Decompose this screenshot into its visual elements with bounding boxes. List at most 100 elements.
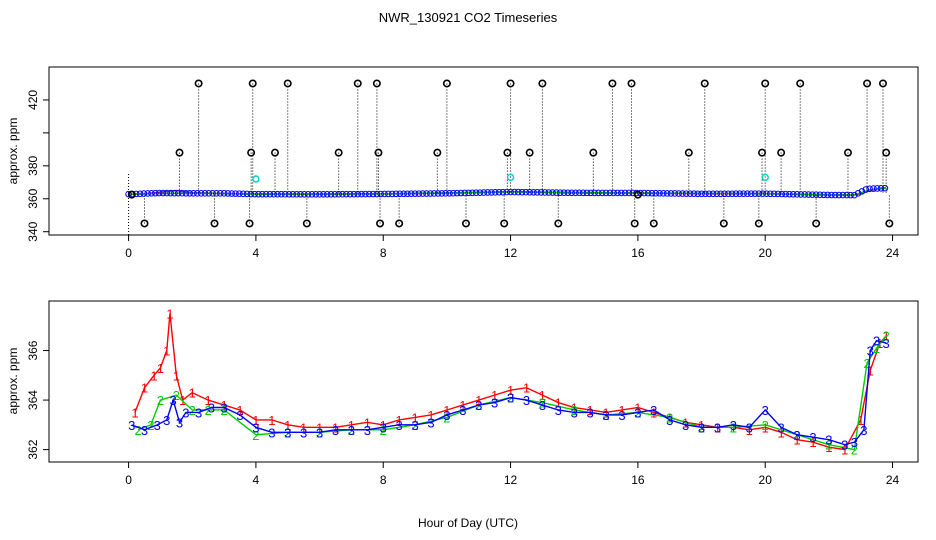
top-blue-point [809, 191, 816, 198]
top-blue-point [365, 190, 373, 198]
top-blue-point [354, 190, 362, 198]
top-outlier-point [589, 148, 598, 157]
top-blue-point [155, 189, 163, 197]
top-outlier-point [761, 79, 770, 88]
top-blue-point [744, 190, 751, 198]
top-blue-point [530, 189, 537, 196]
top-outlier-point [777, 148, 786, 157]
bottom-point-2: 2 [189, 403, 196, 418]
top-blue-point [774, 190, 782, 198]
top-blue-point [407, 190, 415, 197]
bottom-point-3: 3 [220, 401, 227, 416]
top-blue-point [331, 190, 339, 198]
bottom-point-3: 3 [411, 418, 418, 433]
top-blue-point [614, 189, 621, 197]
bottom-point-1: 1 [300, 420, 307, 435]
top-blue-point [438, 190, 446, 197]
bottom-point-1: 1 [284, 418, 291, 433]
top-x-tick-label: 24 [886, 246, 900, 260]
bottom-point-1: 1 [867, 363, 874, 378]
top-blue-point [682, 190, 690, 197]
bottom-x-tick-label: 4 [253, 473, 260, 487]
bottom-point-3: 3 [182, 405, 189, 420]
top-blue-point [404, 190, 411, 198]
top-outlier-point [127, 190, 136, 199]
top-blue-point [201, 190, 209, 197]
top-outlier-point [372, 79, 381, 88]
bottom-point-1: 1 [825, 440, 832, 455]
top-outlier-point [700, 79, 709, 88]
top-outlier-point [649, 219, 658, 228]
bottom-point-3: 3 [170, 393, 177, 408]
top-blue-point [656, 189, 663, 197]
top-blue-point [786, 190, 793, 198]
bottom-point-3: 3 [778, 420, 785, 435]
bottom-series-line-1 [134, 313, 887, 451]
top-blue-point [717, 190, 724, 198]
bottom-point-3: 3 [128, 418, 135, 433]
bottom-point-3: 3 [491, 396, 498, 411]
bottom-point-3: 3 [618, 408, 625, 423]
bottom-point-1: 1 [523, 381, 530, 396]
top-y-tick-label: 380 [26, 155, 40, 175]
bottom-point-2: 2 [443, 410, 450, 425]
bottom-point-3: 3 [714, 420, 721, 435]
top-outlier-point [684, 148, 693, 157]
top-blue-point [610, 189, 617, 197]
top-blue-point [430, 190, 438, 197]
top-blue-point [427, 190, 434, 197]
bottom-point-2: 2 [252, 428, 259, 443]
bottom-point-3: 3 [809, 430, 816, 445]
top-blue-point [216, 190, 224, 197]
bottom-plot-frame [48, 300, 919, 463]
bottom-point-3: 3 [523, 393, 530, 408]
top-blue-point [362, 190, 369, 198]
top-blue-point [568, 189, 575, 197]
bottom-point-3: 3 [141, 423, 148, 438]
top-y-axis-label: approx. ppm [6, 118, 20, 185]
bottom-point-2: 2 [571, 403, 578, 418]
top-blue-point [690, 190, 698, 198]
top-outlier-point [140, 219, 149, 228]
top-blue-point [339, 190, 346, 198]
top-blue-point [178, 189, 186, 197]
bottom-point-1: 1 [131, 405, 138, 420]
top-blue-point [251, 190, 258, 198]
bottom-point-3: 3 [154, 418, 161, 433]
bottom-point-3: 3 [825, 433, 832, 448]
top-outlier-point [812, 219, 821, 228]
top-blue-point [304, 190, 312, 198]
bottom-point-1: 1 [205, 393, 212, 408]
top-blue-point [587, 189, 595, 197]
top-blue-point [644, 189, 652, 197]
top-blue-point [514, 188, 522, 196]
top-blue-point [545, 189, 553, 196]
top-outlier-point [353, 79, 362, 88]
top-blue-point [812, 191, 820, 199]
top-blue-point [148, 190, 155, 197]
top-outlier-point [302, 219, 311, 228]
bottom-point-1: 1 [316, 420, 323, 435]
top-blue-point [652, 189, 660, 197]
top-blue-point [851, 191, 858, 199]
top-outlier-point [627, 79, 636, 88]
top-blue-point [778, 190, 786, 198]
bottom-point-3: 3 [380, 420, 387, 435]
top-outlier-point [461, 219, 470, 228]
top-blue-point [228, 190, 236, 197]
top-blue-point [262, 190, 270, 198]
bottom-point-3: 3 [176, 415, 183, 430]
top-blue-point [293, 190, 300, 198]
top-outlier-point [500, 219, 509, 228]
top-outlier-point [554, 219, 563, 228]
bottom-point-1: 1 [141, 381, 148, 396]
top-blue-point [297, 190, 304, 198]
bottom-point-3: 3 [208, 401, 215, 416]
top-blue-point [270, 190, 278, 198]
top-blue-point [209, 190, 216, 197]
top-axes: 0 4 8 12 16 20 24 340 360 380 420 [26, 90, 900, 260]
top-outlier-point [525, 148, 534, 157]
top-blue-point [343, 190, 350, 198]
